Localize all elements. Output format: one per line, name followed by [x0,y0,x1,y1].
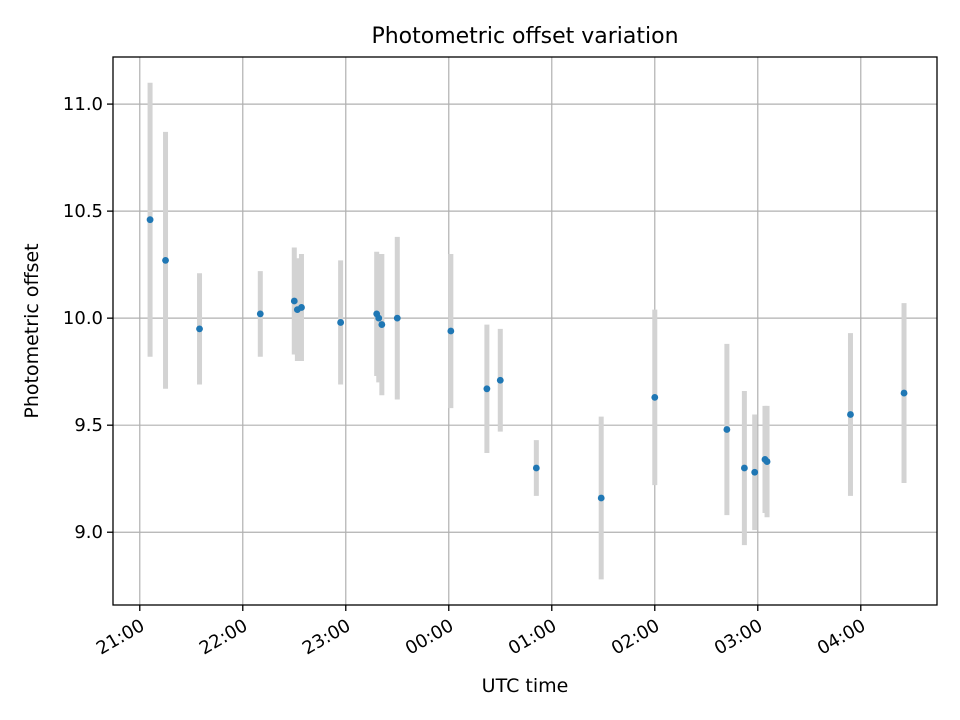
x-tick-label: 23:00 [299,615,354,659]
y-tick-label: 10.5 [63,201,103,222]
x-tick-label: 03:00 [711,615,766,659]
data-point [847,411,854,418]
x-tick-label: 21:00 [93,615,148,659]
data-point [740,464,748,472]
x-tick-label: 01:00 [505,615,560,659]
data-point [393,314,401,322]
x-axis-label: UTC time [482,675,569,697]
y-tick-label: 10.0 [63,308,103,329]
x-tick-label: 00:00 [402,615,457,659]
y-tick-label: 11.0 [63,94,103,115]
data-point [290,297,298,305]
data-point [751,468,759,476]
data-point [532,464,540,472]
x-tick-label: 02:00 [608,615,663,659]
data-point [146,216,154,224]
y-tick-label: 9.5 [74,415,103,436]
data-point [723,426,731,433]
data-point [196,325,203,333]
grid-layer [113,57,937,605]
errorbar-layer [147,82,907,580]
plot-frame [112,56,938,606]
data-point [651,393,659,401]
chart-title: Photometric offset variation [371,24,678,49]
data-point [298,304,305,311]
data-point [900,389,908,397]
tick-layer: 21:00 22:00 23:00 00:00 01:00 02:00 03:00 04:00… [63,94,869,659]
data-point [378,321,386,328]
data-point [337,319,345,326]
x-tick-label: 22:00 [196,615,251,659]
y-tick-label: 9.0 [74,522,103,543]
data-point [597,494,605,502]
y-axis-label: Photometric offset [21,243,43,418]
data-point [256,310,264,318]
data-point [763,458,771,465]
data-point [162,256,169,264]
point-layer [146,216,908,502]
data-point [496,376,504,384]
data-point [375,314,383,322]
data-point [447,327,455,335]
data-point [483,385,491,393]
x-tick-label: 04:00 [814,615,869,659]
